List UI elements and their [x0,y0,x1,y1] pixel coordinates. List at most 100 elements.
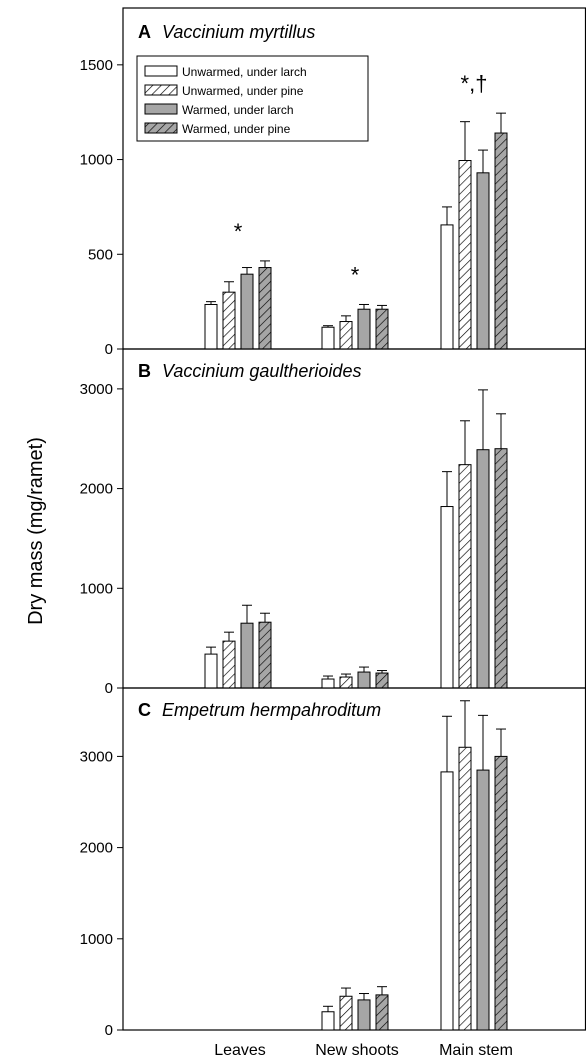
bar-b-new-shoots-unwarmed-under-larch [321,678,335,689]
bar-a-new-shoots-warmed-under-pine [375,308,389,350]
bar-b-main-stem-warmed-under-pine [494,448,508,689]
bar-c-new-shoots-unwarmed-under-larch [321,1011,335,1031]
panel-b-y-tick-label: 2000 [80,481,113,498]
panel-c-title: C Empetrum hermpahroditum [138,700,381,720]
bar-b-leaves-warmed-under-larch-error-bar [242,604,252,624]
bar-a-main-stem-warmed-under-pine-error-bar [496,112,506,134]
bar-c-main-stem-unwarmed-under-larch [440,771,454,1031]
bar-c-main-stem-unwarmed-under-pine-error-bar [460,700,470,748]
bar-b-main-stem-warmed-under-larch-error-bar [478,389,488,450]
panel-a-title: A Vaccinium myrtillus [138,22,315,42]
bar-a-leaves-unwarmed-under-pine-error-bar [224,281,234,293]
panel-a-species: Vaccinium myrtillus [162,22,315,42]
panel-c-species: Empetrum hermpahroditum [162,700,381,720]
bar-b-main-stem-warmed-under-larch [476,449,490,689]
category-labels: Leaves New shoots Main stem [214,1042,513,1059]
panel-b-species: Vaccinium gaultherioides [162,361,361,381]
bar-b-leaves-unwarmed-under-larch-error-bar [206,646,216,655]
panel-c-y-tick-label: 2000 [80,840,113,857]
bar-c-new-shoots-warmed-under-pine [375,994,389,1031]
panel-a-letter: A [138,22,151,42]
legend: Unwarmed, under larch Unwarmed, under pi… [136,55,369,142]
bar-a-main-stem-warmed-under-larch [476,172,490,350]
bar-b-main-stem-unwarmed-under-larch [440,506,454,689]
panel-b-letter: B [138,361,151,381]
legend-entry-warmed-larch: Warmed, under larch [144,103,294,117]
bar-a-new-shoots-unwarmed-under-pine-error-bar [341,315,351,322]
bar-c-new-shoots-warmed-under-pine-error-bar [377,986,387,995]
panel-b-title: B Vaccinium gaultherioides [138,361,361,381]
bar-c-main-stem-unwarmed-under-larch-error-bar [442,715,452,772]
bar-c-new-shoots-unwarmed-under-pine-error-bar [341,987,351,997]
bar-c-main-stem-warmed-under-pine-error-bar [496,728,506,757]
bar-a-new-shoots-warmed-under-larch [357,308,371,350]
bar-b-leaves-warmed-under-pine-error-bar [260,612,270,623]
bar-c-new-shoots-unwarmed-under-pine [339,995,353,1031]
bar-a-leaves-warmed-under-pine-error-bar [260,260,270,268]
bar-a-leaves-unwarmed-under-larch [204,303,218,350]
bar-b-main-stem-unwarmed-under-pine [458,464,472,689]
panel-a-y-tick-label: 0 [105,341,113,358]
panel-a-y-tick-label: 1000 [80,152,113,169]
panel-b: B Vaccinium gaultherioides 0 1000 2000 3000 [80,348,586,697]
bar-b-new-shoots-warmed-under-larch [357,671,371,689]
panel-a-y-tick-label: 500 [88,246,113,263]
bar-a-new-shoots-warmed-under-larch-error-bar [359,303,369,310]
legend-entry-unwarmed-larch: Unwarmed, under larch [144,65,307,79]
panel-a-annotation-new-shoots: * [351,262,360,287]
bar-a-leaves-unwarmed-under-pine [222,291,236,350]
bar-c-main-stem-warmed-under-larch-error-bar [478,714,488,771]
bar-c-new-shoots-unwarmed-under-larch-error-bar [323,1005,333,1012]
bar-b-leaves-unwarmed-under-larch [204,653,218,689]
bar-a-main-stem-warmed-under-pine [494,132,508,350]
bar-a-main-stem-unwarmed-under-pine [458,160,472,350]
legend-label-unwarmed-larch: Unwarmed, under larch [182,65,307,79]
panel-b-frame [122,348,586,689]
bar-a-main-stem-unwarmed-under-larch [440,224,454,350]
bar-c-main-stem-unwarmed-under-pine [458,746,472,1031]
bar-c-main-stem-warmed-under-pine [494,755,508,1031]
panel-c-y-tick-label: 3000 [80,748,113,765]
category-label-main-stem: Main stem [439,1042,513,1059]
legend-label-warmed-larch: Warmed, under larch [182,103,294,117]
bar-a-new-shoots-unwarmed-under-larch [321,326,335,350]
panel-a-annotation-leaves: * [234,219,243,244]
panel-b-y-tick-label: 3000 [80,381,113,398]
bar-b-new-shoots-unwarmed-under-pine [339,676,353,689]
bar-b-main-stem-unwarmed-under-pine-error-bar [460,420,470,465]
bar-b-new-shoots-warmed-under-pine [375,672,389,689]
panel-b-y-tick-label: 1000 [80,580,113,597]
panel-c-y-tick-label: 1000 [80,931,113,948]
panel-a-y-tick-label: 1500 [80,57,113,74]
bar-a-new-shoots-unwarmed-under-pine [339,321,353,350]
bar-b-leaves-unwarmed-under-pine-error-bar [224,631,234,642]
bar-b-leaves-warmed-under-pine [258,621,272,689]
legend-entry-warmed-pine: Warmed, under pine [144,122,291,136]
panel-c: C Empetrum hermpahroditum 0 1000 2000 3000 [80,687,586,1039]
legend-swatch-warmed-larch [144,103,178,115]
bar-c-new-shoots-warmed-under-larch-error-bar [359,993,369,1000]
bar-b-main-stem-unwarmed-under-larch-error-bar [442,471,452,507]
panel-b-y-tick-label: 0 [105,680,113,697]
legend-entry-unwarmed-pine: Unwarmed, under pine [144,84,304,98]
bar-a-main-stem-unwarmed-under-pine-error-bar [460,121,470,161]
panel-c-frame [122,687,586,1031]
bar-a-main-stem-unwarmed-under-larch-error-bar [442,206,452,225]
bar-c-new-shoots-warmed-under-larch [357,999,371,1031]
legend-swatch-warmed-pine [144,122,178,134]
category-label-new-shoots: New shoots [315,1042,399,1059]
y-axis-label: Dry mass (mg/ramet) [25,437,47,625]
legend-label-warmed-pine: Warmed, under pine [182,122,291,136]
category-label-leaves: Leaves [214,1042,266,1059]
bar-a-leaves-warmed-under-pine [258,267,272,350]
panel-a: A Vaccinium myrtillus 0 500 1000 1500 * * *,† [80,7,586,358]
bar-c-main-stem-warmed-under-larch [476,769,490,1031]
bar-a-leaves-warmed-under-larch-error-bar [242,267,252,275]
bar-b-leaves-warmed-under-larch [240,622,254,689]
panel-c-letter: C [138,700,151,720]
panel-c-y-tick-label: 0 [105,1022,113,1039]
bar-a-new-shoots-warmed-under-pine-error-bar [377,304,387,310]
bar-b-new-shoots-warmed-under-larch-error-bar [359,666,369,673]
legend-swatch-unwarmed-larch [144,65,178,77]
